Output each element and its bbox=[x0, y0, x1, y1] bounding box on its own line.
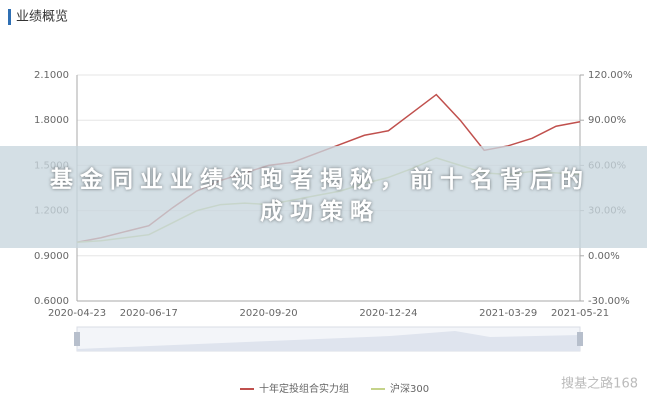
zoom-slider[interactable] bbox=[74, 326, 583, 352]
y-tick-label: 0.6000 bbox=[34, 296, 69, 307]
y2-tick-label: 0.00% bbox=[588, 251, 620, 262]
y-tick-label: 2.1000 bbox=[34, 70, 69, 81]
banner-title: 基金同业业绩领跑者揭秘，前十名背后的成功策略 bbox=[50, 167, 590, 225]
legend-label: 沪深300 bbox=[390, 382, 429, 395]
y2-tick-label: 120.00% bbox=[588, 70, 633, 81]
header-title: 业绩概览 bbox=[16, 9, 68, 25]
header-accent bbox=[8, 9, 11, 25]
y-tick-label: 1.8000 bbox=[34, 115, 69, 126]
watermark: 搜基之路168 bbox=[561, 376, 638, 392]
x-tick-label: 2020-09-20 bbox=[240, 308, 298, 319]
y2-tick-label: -30.00% bbox=[588, 296, 630, 307]
y-tick-label: 0.9000 bbox=[34, 251, 69, 262]
x-tick-label: 2021-05-21 bbox=[551, 308, 609, 319]
x-tick-label: 2020-06-17 bbox=[120, 308, 178, 319]
legend-label: 十年定投组合实力组 bbox=[259, 382, 349, 395]
y2-tick-label: 90.00% bbox=[588, 115, 626, 126]
x-tick-label: 2020-04-23 bbox=[48, 308, 106, 319]
banner: 基金同业业绩领跑者揭秘，前十名背后的成功策略 bbox=[0, 146, 647, 248]
x-tick-label: 2020-12-24 bbox=[359, 308, 417, 319]
x-tick-label: 2021-03-29 bbox=[479, 308, 537, 319]
